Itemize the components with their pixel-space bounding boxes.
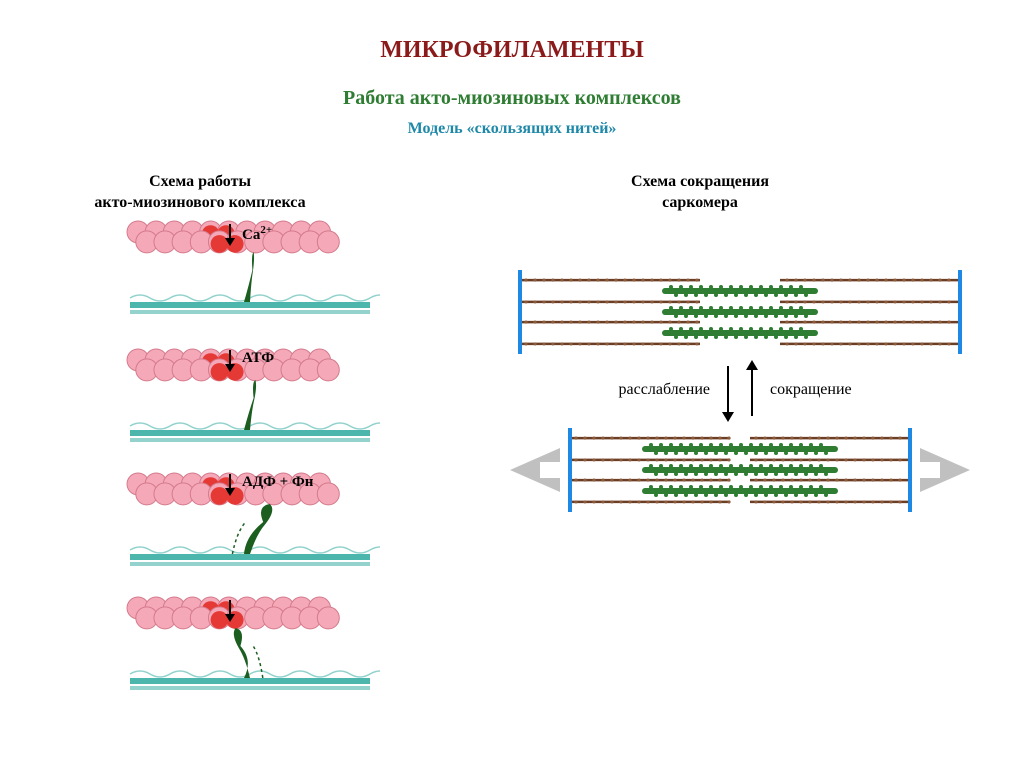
left-header: Схема работыакто-миозинового комплекса (50, 172, 350, 214)
sarcomere-contracted (500, 428, 980, 512)
label-relax: расслабление (500, 381, 710, 399)
right-header: Схема сокращениясаркомера (550, 172, 850, 214)
step-arrow (170, 598, 320, 624)
label-contract: сокращение (770, 381, 980, 399)
step-label: АТФ (242, 350, 274, 367)
sarcomere-transition: расслабление сокращение (500, 358, 980, 424)
step-arrow: АДФ + Фн (170, 472, 320, 498)
step-arrow: АТФ (170, 348, 320, 374)
step-arrow: Ca2+ (170, 222, 320, 248)
step-label: АДФ + Фн (242, 474, 313, 491)
sarcomere-relaxed (500, 270, 980, 354)
subtitle-1: Работа акто-миозиновых комплексов (0, 87, 1024, 110)
subtitle-2: Модель «скользящих нитей» (0, 120, 1024, 138)
main-title: МИКРОФИЛАМЕНТЫ (0, 37, 1024, 64)
step-label: Ca2+ (242, 224, 272, 244)
